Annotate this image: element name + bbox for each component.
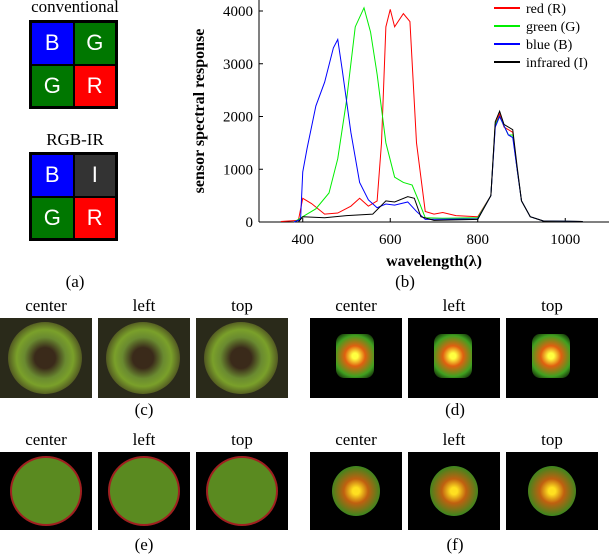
sample-image-d-top xyxy=(506,318,598,398)
sample-image-e-left xyxy=(98,452,190,530)
y-axis-label: sensor spectral response xyxy=(191,29,208,194)
legend-label: infrared (I) xyxy=(526,56,588,71)
conventional-title: conventional xyxy=(31,0,119,16)
sample-image-d-left xyxy=(408,318,500,398)
caption-b: (b) xyxy=(395,272,415,291)
filter-cell: R xyxy=(74,197,115,238)
view-label-center: center xyxy=(25,296,67,315)
view-label-left: left xyxy=(132,296,156,315)
view-label-left: left xyxy=(132,430,156,449)
filter-cell: R xyxy=(74,65,115,106)
filter-cell: G xyxy=(74,23,115,64)
y-tick-label: 0 xyxy=(246,215,254,231)
view-label-top: top xyxy=(231,430,253,449)
y-tick-label: 2000 xyxy=(223,110,253,126)
view-label-center: center xyxy=(25,430,67,449)
legend-label: green (G) xyxy=(526,20,580,35)
sample-image-e-center xyxy=(0,452,92,530)
series-line-3 xyxy=(297,109,583,223)
caption-c: (c) xyxy=(134,400,154,419)
sample-image-e-top xyxy=(196,452,288,530)
x-tick-label: 600 xyxy=(379,232,402,248)
y-tick-label: 3000 xyxy=(223,57,253,73)
filter-cell: I xyxy=(74,155,115,196)
filter-cell: G xyxy=(32,197,73,238)
x-tick-label: 400 xyxy=(292,232,315,248)
filter-cell: B xyxy=(32,155,73,196)
x-tick-label: 800 xyxy=(467,232,490,248)
filter-cell: G xyxy=(32,65,73,106)
sample-image-f-left xyxy=(408,452,500,530)
series-line-2 xyxy=(293,37,583,223)
view-label-center: center xyxy=(335,430,377,449)
x-tick-label: 1000 xyxy=(550,232,580,248)
sample-image-c-left xyxy=(98,318,190,398)
rgbir-title: RGB-IR xyxy=(46,130,104,149)
caption-e: (e) xyxy=(134,535,154,554)
view-label-top: top xyxy=(541,430,563,449)
sample-image-f-top xyxy=(506,452,598,530)
y-tick-label: 1000 xyxy=(223,162,253,178)
series-line-0 xyxy=(280,9,583,222)
x-axis-label: wavelength(λ) xyxy=(386,253,482,270)
legend-label: blue (B) xyxy=(526,38,573,53)
sample-image-c-top xyxy=(196,318,288,398)
spectral-response-chart: 400 600 800 1000 0 1000 2000 3000 4000 wavelength… xyxy=(191,0,609,270)
view-label-center: center xyxy=(335,296,377,315)
filter-cell: B xyxy=(32,23,73,64)
caption-d: (d) xyxy=(445,400,465,419)
view-label-top: top xyxy=(231,296,253,315)
sample-image-f-center xyxy=(310,452,402,530)
sample-image-d-center xyxy=(310,318,402,398)
view-label-top: top xyxy=(541,296,563,315)
caption-a: (a) xyxy=(65,272,85,291)
view-label-left: left xyxy=(442,296,466,315)
caption-f: (f) xyxy=(446,535,464,554)
view-label-left: left xyxy=(442,430,466,449)
sample-image-c-center xyxy=(0,318,92,398)
y-tick-label: 4000 xyxy=(223,4,253,20)
legend-label: red (R) xyxy=(526,2,566,17)
